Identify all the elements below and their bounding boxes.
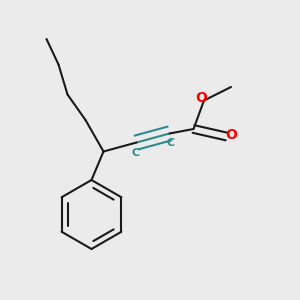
Text: O: O xyxy=(225,128,237,142)
Text: O: O xyxy=(195,91,207,105)
Text: C: C xyxy=(131,148,140,158)
Text: C: C xyxy=(167,137,175,148)
